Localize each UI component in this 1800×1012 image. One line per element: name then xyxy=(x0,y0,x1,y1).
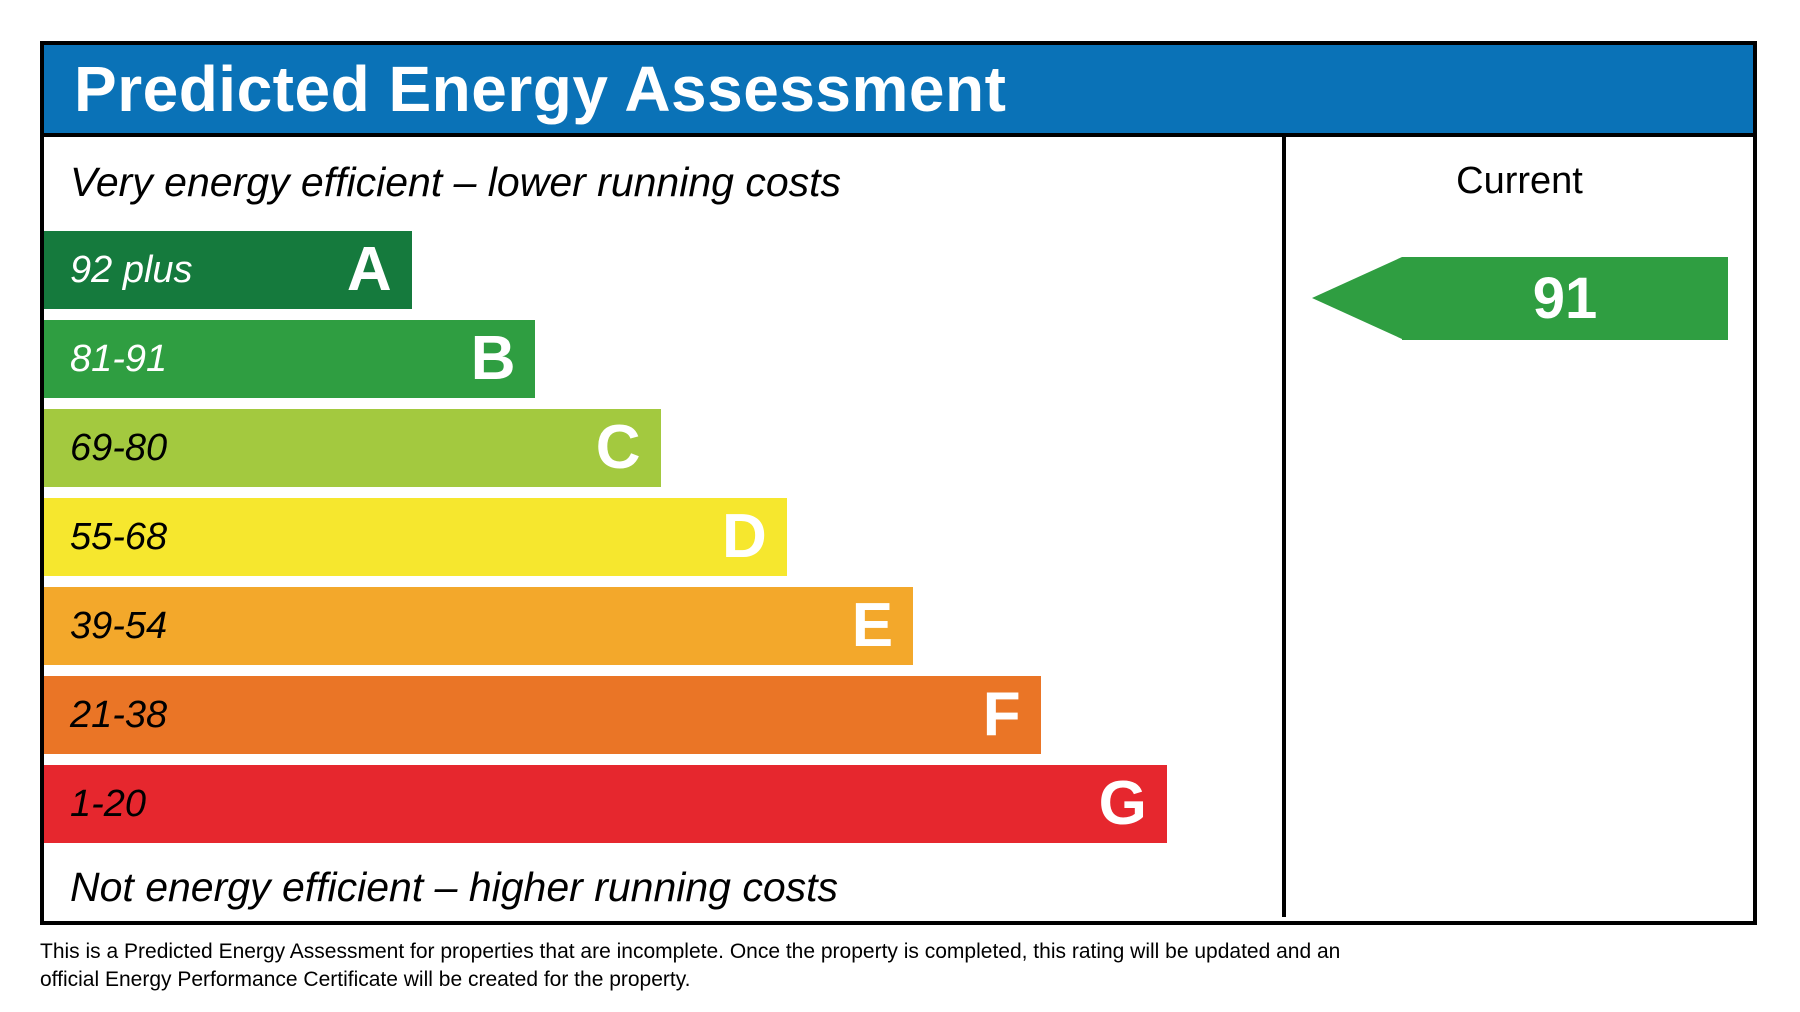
band-row-e: 39-54 E xyxy=(44,587,1282,665)
band-letter: D xyxy=(722,502,767,571)
band-range-label: 39-54 xyxy=(70,604,168,647)
band-range-label: 92 plus xyxy=(70,248,193,291)
band-row-g: 1-20 G xyxy=(44,765,1282,843)
epc-band-c: 69-80 C xyxy=(44,409,661,487)
page-title: Predicted Energy Assessment xyxy=(74,53,1007,125)
band-range-label: 81-91 xyxy=(70,337,168,380)
band-row-f: 21-38 F xyxy=(44,676,1282,754)
caption-very-efficient: Very energy efficient – lower running co… xyxy=(70,159,842,205)
band-range-label: 69-80 xyxy=(70,426,168,469)
band-row-b: 81-91 B xyxy=(44,320,1282,398)
arrow-body: 91 xyxy=(1402,257,1728,340)
band-range-label: 1-20 xyxy=(70,782,147,825)
caption-not-efficient: Not energy efficient – higher running co… xyxy=(70,864,839,910)
band-letter: G xyxy=(1098,769,1147,838)
epc-band-e: 39-54 E xyxy=(44,587,914,665)
epc-band-d: 55-68 D xyxy=(44,498,787,576)
column-divider xyxy=(1282,137,1286,917)
current-rating-arrow: 91 xyxy=(1312,257,1728,340)
epc-band-g: 1-20 G xyxy=(44,765,1167,843)
epc-band-b: 81-91 B xyxy=(44,320,536,398)
certificate-box: Predicted Energy Assessment Very energy … xyxy=(40,41,1757,925)
epc-band-f: 21-38 F xyxy=(44,676,1041,754)
band-row-d: 55-68 D xyxy=(44,498,1282,576)
band-letter: A xyxy=(346,235,392,304)
rating-scale-column: Very energy efficient – lower running co… xyxy=(44,137,1282,917)
footer-disclaimer: This is a Predicted Energy Assessment fo… xyxy=(40,938,1360,994)
band-row-c: 69-80 C xyxy=(44,409,1282,487)
rating-bands: 92 plus A 81-91 B 69-80 C xyxy=(44,231,1282,854)
band-range-label: 21-38 xyxy=(70,693,168,736)
certificate-body: Very energy efficient – lower running co… xyxy=(44,137,1753,917)
band-letter: C xyxy=(595,413,641,482)
footer-line-2: official Energy Performance Certificate … xyxy=(40,968,691,991)
band-letter: B xyxy=(470,324,516,393)
footer-line-1: This is a Predicted Energy Assessment fo… xyxy=(40,940,1341,963)
band-row-a: 92 plus A xyxy=(44,231,1282,309)
epc-band-a: 92 plus A xyxy=(44,231,412,309)
current-column-header: Current xyxy=(1456,160,1583,202)
current-rating-value: 91 xyxy=(1532,266,1598,331)
current-rating-column: Current 91 xyxy=(1286,137,1753,917)
band-letter: F xyxy=(982,680,1021,749)
certificate-header: Predicted Energy Assessment xyxy=(44,45,1753,137)
band-range-label: 55-68 xyxy=(70,515,168,558)
arrow-tip xyxy=(1312,257,1402,339)
band-letter: E xyxy=(851,591,894,660)
